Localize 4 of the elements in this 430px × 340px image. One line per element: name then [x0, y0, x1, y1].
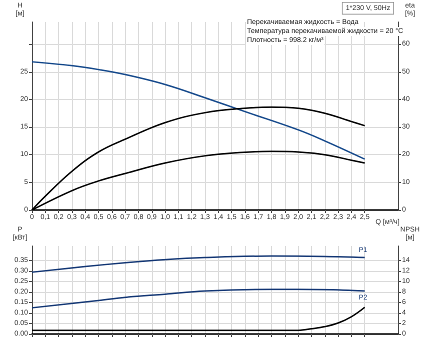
line-series — [31, 306, 366, 332]
line-series — [31, 255, 366, 273]
line-series — [31, 61, 366, 160]
line-series — [31, 288, 366, 309]
